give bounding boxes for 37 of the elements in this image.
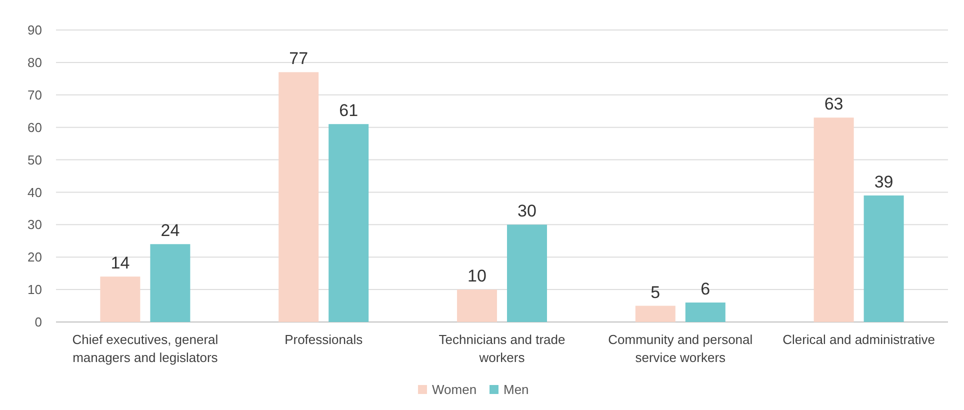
bar (635, 306, 676, 322)
bar (864, 195, 904, 322)
bar (457, 290, 497, 322)
y-tick-label: 0 (34, 314, 42, 330)
y-tick-label: 80 (28, 54, 42, 70)
data-label: 10 (468, 266, 486, 286)
y-tick-label: 10 (28, 282, 42, 298)
data-label: 5 (650, 282, 660, 302)
data-label: 61 (339, 101, 358, 120)
x-tick-label: Community and personal service workers (608, 332, 753, 365)
bar (328, 124, 369, 322)
bar (150, 244, 190, 322)
data-label: 24 (160, 221, 180, 240)
data-label: 39 (874, 172, 894, 192)
y-tick-label: 30 (28, 217, 42, 232)
bar (685, 302, 726, 322)
data-label: 63 (824, 94, 844, 114)
legend-label: Men (504, 382, 529, 397)
y-tick-label: 60 (28, 120, 42, 135)
data-label: 77 (289, 49, 308, 68)
y-tick-label: 70 (28, 87, 42, 102)
data-label: 6 (700, 280, 710, 299)
y-tick-label: 50 (28, 152, 42, 168)
bar (100, 276, 140, 322)
bar (814, 118, 854, 322)
x-tick-label: Technicians and trade workers (438, 332, 566, 365)
legend-label: Women (432, 382, 477, 397)
x-tick-label: Professionals (284, 332, 364, 347)
x-tick-label: Clerical and administrative (782, 332, 936, 347)
bar (278, 72, 319, 322)
bar (507, 224, 547, 322)
x-tick-label: Chief executives, general managers and legislators (72, 332, 218, 365)
y-tick-label: 90 (28, 22, 42, 38)
data-label: 14 (110, 254, 130, 273)
y-tick-label: 20 (28, 250, 42, 265)
data-label: 30 (518, 202, 536, 221)
y-tick-label: 40 (28, 184, 42, 200)
